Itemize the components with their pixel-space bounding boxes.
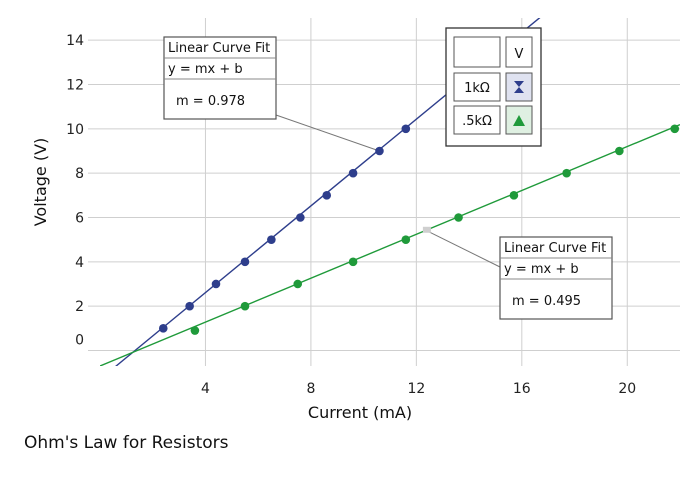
data-point-s1 bbox=[562, 168, 571, 178]
tick-labels: 4 8 12 16 20 0 2 4 6 8 10 12 14 bbox=[66, 33, 636, 397]
curve-fit-equation: y = mx + b bbox=[504, 262, 579, 277]
figure-caption: Ohm's Law for Resistors bbox=[24, 433, 229, 453]
legend-name-cell bbox=[453, 72, 501, 102]
curve-fit-slope: m = 0.495 bbox=[512, 294, 581, 309]
curve-fit-title: Linear Curve Fit bbox=[168, 41, 270, 56]
hourglass-icon bbox=[514, 81, 524, 93]
curve-fit-box-frame bbox=[163, 36, 277, 120]
data-point-s0 bbox=[296, 213, 305, 222]
y-tick-label: 8 bbox=[75, 166, 84, 182]
x-tick-label: 8 bbox=[306, 381, 315, 397]
legend: V 1kΩ .5kΩ bbox=[445, 27, 542, 147]
callout-leader bbox=[275, 114, 380, 152]
x-tick-label: 12 bbox=[407, 381, 425, 397]
curve-fit-box-0: Linear Curve Fit y = mx + b m = 0.978 bbox=[163, 36, 277, 120]
callout-leaders bbox=[275, 114, 501, 268]
y-axis-label: Voltage (V) bbox=[31, 138, 50, 227]
data-point-s0 bbox=[267, 235, 276, 244]
legend-entry-1: .5kΩ bbox=[462, 114, 492, 129]
data-points bbox=[158, 124, 680, 335]
legend-entry-0: 1kΩ bbox=[464, 81, 490, 96]
callout-marker bbox=[422, 226, 431, 233]
x-tick-label: 16 bbox=[513, 381, 531, 397]
data-point-s0 bbox=[401, 124, 411, 134]
callout-leader bbox=[426, 230, 501, 268]
legend-swatch-cell bbox=[505, 72, 533, 102]
data-point-s1 bbox=[190, 326, 200, 335]
y-tick-label: 4 bbox=[75, 255, 84, 271]
data-point-s0 bbox=[322, 191, 332, 200]
curve-fit-box-1: Linear Curve Fit y = mx + b m = 0.495 bbox=[499, 236, 613, 320]
y-tick-label: 0 bbox=[75, 332, 84, 348]
curve-fit-slope: m = 0.978 bbox=[176, 94, 245, 109]
y-tick-label: 14 bbox=[66, 33, 84, 49]
data-point-s0 bbox=[211, 279, 221, 289]
data-point-s0 bbox=[185, 301, 194, 311]
legend-swatch-cell bbox=[505, 105, 533, 135]
data-point-s1 bbox=[670, 124, 680, 134]
data-point-s1 bbox=[293, 279, 303, 289]
data-point-s1 bbox=[348, 257, 358, 267]
fit-line-1 bbox=[100, 123, 680, 366]
data-point-s1 bbox=[509, 191, 519, 200]
data-point-s1 bbox=[454, 213, 463, 222]
curve-fit-title: Linear Curve Fit bbox=[504, 241, 606, 256]
y-tick-label: 6 bbox=[75, 210, 84, 226]
legend-header: V bbox=[515, 47, 524, 62]
data-point-s1 bbox=[401, 235, 411, 244]
data-point-s0 bbox=[348, 168, 358, 178]
y-tick-label: 12 bbox=[66, 77, 84, 93]
curve-fit-equation: y = mx + b bbox=[168, 62, 243, 77]
x-tick-label: 20 bbox=[618, 381, 636, 397]
legend-header-blank bbox=[453, 36, 501, 68]
y-tick-label: 10 bbox=[66, 122, 84, 138]
y-tick-label: 2 bbox=[75, 299, 84, 315]
data-point-s0 bbox=[375, 146, 384, 156]
curve-fit-box-frame bbox=[499, 236, 613, 320]
legend-header-cell bbox=[505, 36, 533, 68]
data-point-s1 bbox=[240, 301, 250, 311]
triangle-up-icon bbox=[513, 115, 525, 126]
data-point-s1 bbox=[615, 146, 624, 156]
data-point-s0 bbox=[240, 257, 250, 267]
x-tick-label: 4 bbox=[201, 381, 210, 397]
legend-name-cell bbox=[453, 105, 501, 135]
fit-lines bbox=[100, 18, 680, 366]
x-axis-label: Current (mA) bbox=[308, 403, 412, 422]
fit-line-0 bbox=[115, 18, 541, 366]
data-point-s0 bbox=[158, 324, 168, 333]
